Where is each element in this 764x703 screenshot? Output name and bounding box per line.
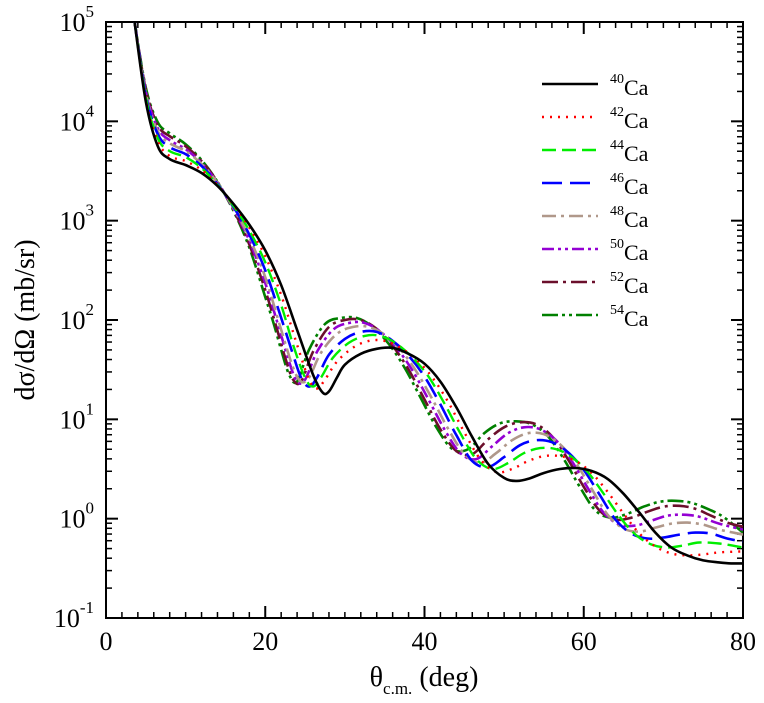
y-axis-tick-labels: 10-1 100 101 102 103 104 105 — [54, 2, 95, 633]
legend-label-54ca: 54Ca — [610, 303, 649, 331]
legend-label-50ca: 50Ca — [610, 237, 649, 265]
series-line-42ca — [133, 22, 743, 557]
x-tick-label: 20 — [252, 627, 278, 656]
x-tick-label: 40 — [412, 627, 438, 656]
series-line-44ca — [133, 22, 743, 549]
axis-major-ticks — [105, 21, 744, 619]
y-tick-label: 102 — [60, 300, 95, 335]
series-line-50ca — [133, 22, 743, 531]
legend-label-44ca: 44Ca — [610, 138, 649, 166]
legend-label-52ca: 52Ca — [610, 270, 649, 298]
x-tick-label: 60 — [571, 627, 597, 656]
y-tick-label: 100 — [60, 499, 95, 534]
y-tick-label: 103 — [60, 201, 95, 236]
y-tick-label: 10-1 — [54, 598, 94, 633]
series-line-40ca — [133, 22, 743, 565]
legend-label-48ca: 48Ca — [610, 204, 649, 232]
x-tick-label: 0 — [100, 627, 113, 656]
legend-label-40ca: 40Ca — [610, 72, 649, 100]
series-line-54ca — [133, 22, 743, 534]
legend: 40Ca 42Ca 44Ca 46Ca 48Ca 50Ca 52Ca 54Ca — [542, 72, 649, 331]
x-axis-title: θc.m. (deg) — [370, 662, 479, 698]
y-axis-title: dσ/dΩ (mb/sr) — [10, 239, 41, 400]
y-tick-label: 104 — [60, 101, 95, 136]
series-line-52ca — [133, 22, 743, 528]
x-tick-label: 80 — [730, 627, 756, 656]
series-lines — [133, 22, 743, 565]
legend-label-42ca: 42Ca — [610, 105, 649, 133]
x-axis-tick-labels: 0 20 40 60 80 — [100, 627, 757, 656]
y-tick-label: 105 — [60, 2, 95, 37]
y-tick-label: 101 — [60, 399, 95, 434]
legend-label-46ca: 46Ca — [610, 171, 649, 199]
series-line-48ca — [133, 22, 743, 536]
series-line-46ca — [133, 22, 743, 543]
axis-minor-ticks — [106, 22, 743, 618]
